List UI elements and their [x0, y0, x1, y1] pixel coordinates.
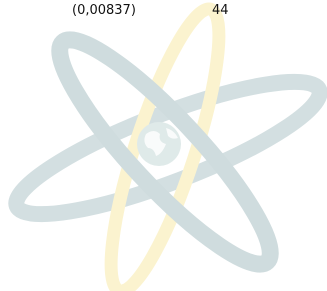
atom-logo — [0, 0, 327, 291]
value-cell: (0,00837) — [72, 3, 136, 18]
count-cell: 44 — [212, 3, 229, 18]
screen: (0,00837) 44 (() => { const data = JSON.… — [0, 0, 327, 291]
